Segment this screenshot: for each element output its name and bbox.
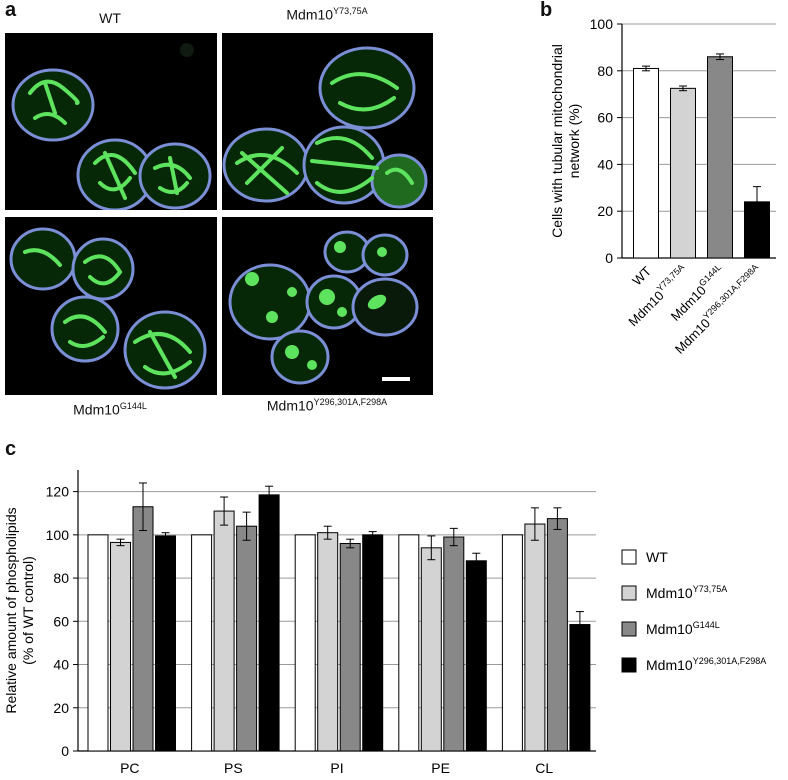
micrograph-y296-image [228, 230, 419, 385]
bar-c-3-2 [443, 536, 465, 752]
bar-c-1-3 [258, 494, 280, 752]
legend-label-3-sup: Y296,301A,F298A [693, 656, 767, 666]
x-tick-label-b-0-base: WT [629, 263, 654, 288]
legend-label-3: Mdm10Y296,301A,F298A [646, 656, 766, 673]
bar-c-2-0 [294, 534, 316, 752]
bar-c-1-1 [213, 510, 235, 752]
bar-c-3-0 [398, 534, 420, 752]
bar-b-1 [670, 87, 696, 259]
x-tick-label-b-0: WT [629, 263, 654, 288]
x-tick-label-c-2: PI [330, 760, 343, 776]
panel-letter-c: c [5, 438, 17, 460]
legend-label-0-base: WT [646, 549, 668, 565]
label-g144: Mdm10G144L [73, 401, 147, 418]
legend-label-3-base: Mdm10 [646, 657, 693, 673]
y-tick-label-b-1: 20 [597, 203, 613, 219]
micrograph-y73-image [222, 46, 428, 209]
y-tick-label-b-4: 80 [597, 63, 613, 79]
y-tick-label-c-3: 60 [53, 613, 69, 629]
bar-c-2-1 [317, 532, 339, 752]
x-tick-label-c-4: CL [535, 760, 553, 776]
x-tick-label-b-1-base: Mdm10 [625, 288, 666, 329]
micrograph-y73 [222, 33, 433, 210]
bar-c-1-2 [236, 525, 258, 752]
bar-c-2-2 [339, 542, 361, 752]
y-tick-label-b-0: 0 [605, 250, 613, 266]
bar-b-2 [707, 56, 733, 259]
chart-b: 0 20 40 60 80 100 Cells with tubular mitochond… [549, 16, 776, 357]
micrograph-wt-image [11, 43, 212, 210]
micrograph-y296 [222, 217, 433, 395]
y-tick-label-c-5: 100 [46, 527, 70, 543]
y-axis-title-c-line2: (% of WT control) [20, 556, 36, 665]
y-tick-label-b-2: 40 [597, 156, 613, 172]
panel-letter-b: b [540, 0, 553, 21]
x-tick-label-b-2-sup: G144L [697, 262, 723, 288]
y-axis-title-c: Relative amount of phospholipids(% of WT… [3, 507, 36, 713]
y-tick-label-c-0: 0 [61, 743, 69, 759]
legend-label-1-base: Mdm10 [646, 585, 693, 601]
bar-c-0-1 [110, 541, 131, 752]
y-tick-label-c-1: 20 [53, 700, 69, 716]
bar-c-0-0 [87, 534, 109, 752]
micrograph-wt [5, 33, 217, 210]
y-tick-label-b-3: 60 [597, 110, 613, 126]
bar-c-4-0 [501, 534, 523, 752]
label-wt: WT [99, 10, 121, 26]
legend-label-2-base: Mdm10 [646, 621, 693, 637]
legend-swatch-0 [621, 549, 637, 565]
y-axis-title-b: Cells with tubular mitochondrialnetwork … [549, 44, 582, 238]
micrograph-g144 [5, 217, 217, 395]
bar-c-4-2 [546, 518, 568, 752]
x-tick-label-c-0: PC [120, 760, 139, 776]
label-y296: Mdm10Y296,301A,F298A [266, 397, 388, 414]
label-y73: Mdm10Y73,75A [286, 6, 368, 23]
bar-b-0 [633, 67, 659, 259]
bar-c-0-3 [155, 535, 176, 752]
chart-c: 0 20 40 60 80 100 120 Relative amount of phosph… [3, 470, 766, 776]
bar-c-4-3 [569, 624, 591, 752]
x-tick-label-c-1: PS [224, 760, 243, 776]
y-tick-label-c-6: 120 [46, 484, 70, 500]
bar-c-4-1 [524, 523, 546, 752]
y-tick-label-c-4: 80 [53, 570, 69, 586]
y-axis-title-b-line1: Cells with tubular mitochondrial [549, 44, 565, 238]
x-tick-label-b-1-sup: Y73,75A [655, 262, 686, 293]
legend-swatch-1 [621, 585, 637, 601]
x-tick-label-c-3: PE [431, 760, 450, 776]
legend-swatch-2 [621, 621, 637, 637]
legend-label-0: WT [646, 549, 668, 565]
y-tick-label-b-5: 100 [590, 16, 614, 32]
bar-c-3-1 [420, 547, 442, 752]
micrograph-g144-image [9, 227, 207, 390]
legend-label-2-sup: G144L [693, 620, 720, 630]
legend-label-1-sup: Y73,75A [693, 584, 728, 594]
legend-label-1: Mdm10Y73,75A [646, 584, 727, 601]
bar-c-3-3 [465, 560, 487, 752]
legend-label-2: Mdm10G144L [646, 620, 720, 637]
y-tick-label-c-2: 40 [53, 657, 69, 673]
y-axis-title-b-line2: network (%) [566, 104, 582, 179]
legend-swatch-3 [621, 657, 637, 673]
bar-c-1-0 [191, 534, 213, 752]
bar-c-2-3 [362, 534, 384, 752]
panel-letter-a: a [5, 0, 17, 21]
bar-c-0-2 [132, 506, 154, 752]
y-axis-title-c-line1: Relative amount of phospholipids [3, 507, 19, 713]
